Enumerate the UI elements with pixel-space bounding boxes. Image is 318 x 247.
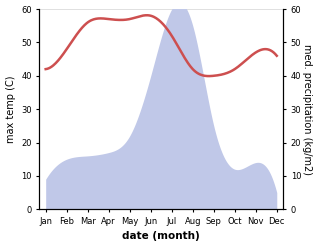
X-axis label: date (month): date (month) xyxy=(122,231,200,242)
Y-axis label: med. precipitation (kg/m2): med. precipitation (kg/m2) xyxy=(302,44,313,175)
Y-axis label: max temp (C): max temp (C) xyxy=(5,75,16,143)
